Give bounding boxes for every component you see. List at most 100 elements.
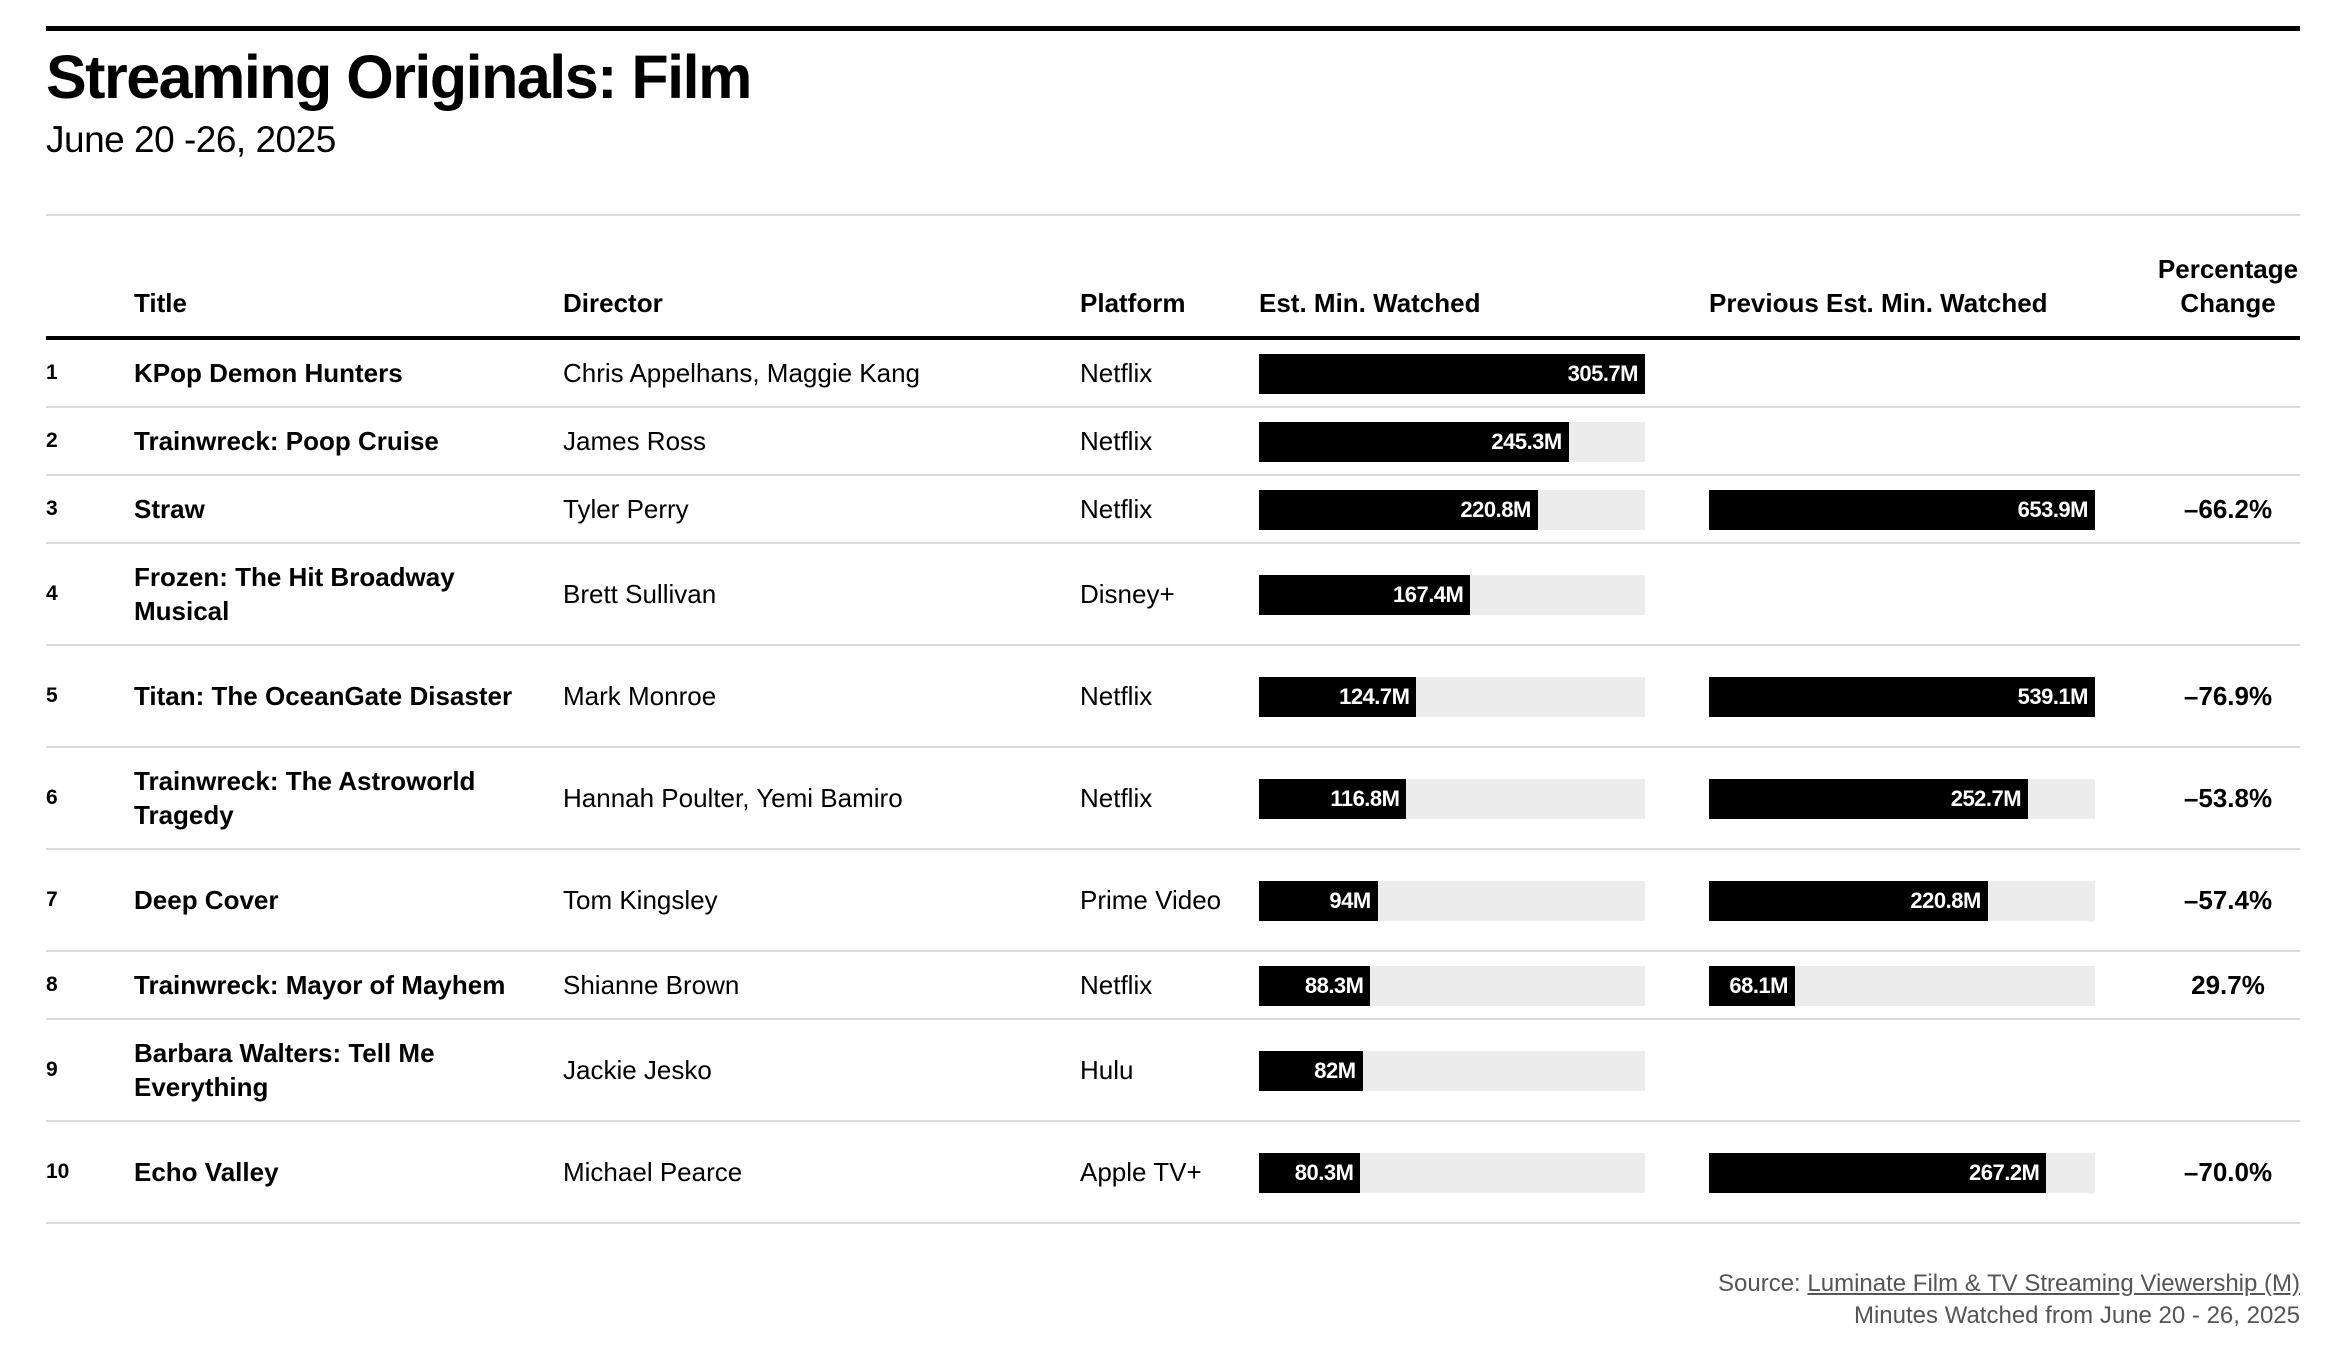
film-title: Titan: The OceanGate Disaster xyxy=(134,681,513,711)
film-director: Shianne Brown xyxy=(563,970,740,1000)
est-min-watched-bar xyxy=(1259,779,1407,819)
film-director: Tyler Perry xyxy=(563,494,689,524)
table-row: 6 Trainwreck: The Astroworld Tragedy Hanna… xyxy=(46,748,2300,850)
percentage-change xyxy=(2156,408,2300,474)
est-min-watched-bar-track: 305.7M xyxy=(1259,354,1645,394)
rank-number: 6 xyxy=(46,786,58,809)
prev-est-min-watched-bar-label: 653.9M xyxy=(2017,497,2089,522)
prev-est-min-watched-bar-label: 252.7M xyxy=(1950,786,2022,811)
film-title: Trainwreck: Poop Cruise xyxy=(134,426,439,456)
film-director: Mark Monroe xyxy=(563,681,717,711)
est-min-watched-bar-track: 82M xyxy=(1259,1051,1645,1091)
column-header-pct-line1: Percentage xyxy=(2157,254,2299,284)
table-row: 2 Trainwreck: Poop Cruise James Ross Netfli… xyxy=(46,408,2300,476)
film-platform: Disney+ xyxy=(1080,579,1175,609)
rank-number: 10 xyxy=(46,1160,70,1183)
percentage-change: 29.7% xyxy=(2191,970,2265,1000)
table-row: 8 Trainwreck: Mayor of Mayhem Shianne Brow… xyxy=(46,952,2300,1020)
prev-est-min-watched-bar-label: 539.1M xyxy=(2017,684,2089,709)
film-director: Brett Sullivan xyxy=(563,579,717,609)
rank-number: 2 xyxy=(46,429,58,452)
column-header-pct-line2: Change xyxy=(2180,288,2276,318)
table-row: 1 KPop Demon Hunters Chris Appelhans, Magg… xyxy=(46,340,2300,408)
est-min-watched-bar-track: 80.3M xyxy=(1259,1153,1645,1193)
prev-est-min-watched-bar-track: 539.1M xyxy=(1709,677,2095,717)
film-title: Echo Valley xyxy=(134,1157,279,1187)
film-director: Hannah Poulter, Yemi Bamiro xyxy=(563,783,903,813)
prev-est-min-watched-bar xyxy=(1709,966,1795,1006)
film-director: Chris Appelhans, Maggie Kang xyxy=(563,358,921,388)
column-header-title: Title xyxy=(134,288,187,318)
percentage-change: –53.8% xyxy=(2183,783,2273,813)
column-header-platform: Platform xyxy=(1080,288,1186,318)
est-min-watched-bar xyxy=(1259,677,1417,717)
prev-est-min-watched-bar xyxy=(1709,881,1988,921)
film-title: Trainwreck: The Astroworld Tragedy xyxy=(134,766,476,830)
prev-est-min-watched-bar xyxy=(1709,1153,2047,1193)
est-min-watched-bar xyxy=(1259,575,1471,615)
prev-est-min-watched-bar-track: 267.2M xyxy=(1709,1153,2095,1193)
est-min-watched-bar-label: 82M xyxy=(1314,1058,1356,1083)
rank-number: 7 xyxy=(46,888,58,911)
rank-number: 8 xyxy=(46,973,58,996)
est-min-watched-bar-track: 245.3M xyxy=(1259,422,1645,462)
est-min-watched-bar xyxy=(1259,966,1371,1006)
page-title: Streaming Originals: Film xyxy=(46,43,752,111)
est-min-watched-bar-label: 220.8M xyxy=(1460,497,1531,522)
est-min-watched-bar-label: 88.3M xyxy=(1304,973,1364,998)
source-prefix: Source: xyxy=(1718,1270,1808,1297)
prev-est-min-watched-bar-label: 267.2M xyxy=(1969,1160,2040,1185)
table-row: 5 Titan: The OceanGate Disaster Mark Monro… xyxy=(46,646,2300,748)
percentage-change xyxy=(2156,340,2300,406)
est-min-watched-bar xyxy=(1259,881,1378,921)
prev-est-min-watched-bar-track: 68.1M xyxy=(1709,966,2095,1006)
film-director: Michael Pearce xyxy=(563,1157,743,1187)
percentage-change: –76.9% xyxy=(2183,681,2273,711)
film-director: James Ross xyxy=(563,426,707,456)
film-platform: Netflix xyxy=(1080,358,1153,388)
prev-est-min-watched-bar xyxy=(1709,779,2029,819)
est-min-watched-bar xyxy=(1259,1051,1363,1091)
percentage-change: –57.4% xyxy=(2183,885,2273,915)
est-min-watched-bar-track: 124.7M xyxy=(1259,677,1645,717)
source-line: Source: Luminate Film & TV Streaming Vie… xyxy=(1718,1268,2300,1300)
prev-est-min-watched-bar-track: 252.7M xyxy=(1709,779,2095,819)
film-director: Jackie Jesko xyxy=(563,1055,712,1085)
table-row: 10 Echo Valley Michael Pearce Apple TV+ 80.3… xyxy=(46,1122,2300,1224)
header-rule xyxy=(46,336,2300,340)
film-director: Tom Kingsley xyxy=(563,885,718,915)
est-min-watched-bar-track: 116.8M xyxy=(1259,779,1645,819)
film-platform: Netflix xyxy=(1080,681,1153,711)
rank-number: 4 xyxy=(46,582,58,605)
film-title: Barbara Walters: Tell Me Everything xyxy=(134,1038,435,1102)
column-header-pct-change: Percentage Change xyxy=(2156,252,2300,320)
est-min-watched-bar xyxy=(1259,490,1538,530)
percentage-change: –66.2% xyxy=(2183,494,2273,524)
est-min-watched-bar-label: 305.7M xyxy=(1567,361,1639,386)
est-min-watched-bar-track: 94M xyxy=(1259,881,1645,921)
percentage-change: –70.0% xyxy=(2183,1157,2273,1187)
page-subtitle: June 20 -26, 2025 xyxy=(46,119,336,160)
table-row: 4 Frozen: The Hit Broadway Musical Brett S… xyxy=(46,544,2300,646)
film-platform: Netflix xyxy=(1080,494,1153,524)
est-min-watched-bar-label: 94M xyxy=(1329,888,1371,913)
rank-number: 1 xyxy=(46,361,58,384)
film-platform: Prime Video xyxy=(1080,885,1222,915)
source-link[interactable]: Luminate Film & TV Streaming Viewership … xyxy=(1807,1270,2300,1297)
est-min-watched-bar xyxy=(1259,1153,1361,1193)
prev-est-min-watched-bar-track: 653.9M xyxy=(1709,490,2095,530)
table-row: 9 Barbara Walters: Tell Me Everything Jack… xyxy=(46,1020,2300,1122)
table-row: 3 Straw Tyler Perry Netflix 220.8M 653.9M –66.… xyxy=(46,476,2300,544)
rank-number: 3 xyxy=(46,497,58,520)
prev-est-min-watched-bar xyxy=(1709,677,2095,717)
film-platform: Hulu xyxy=(1080,1055,1134,1085)
est-min-watched-bar-label: 167.4M xyxy=(1392,582,1464,607)
divider xyxy=(46,214,2300,216)
percentage-change xyxy=(2156,544,2300,644)
source-note: Source: Luminate Film & TV Streaming Vie… xyxy=(1718,1268,2300,1332)
film-title: KPop Demon Hunters xyxy=(134,358,403,388)
film-title: Deep Cover xyxy=(134,885,279,915)
film-title: Trainwreck: Mayor of Mayhem xyxy=(134,970,506,1000)
film-title: Frozen: The Hit Broadway Musical xyxy=(134,562,455,626)
